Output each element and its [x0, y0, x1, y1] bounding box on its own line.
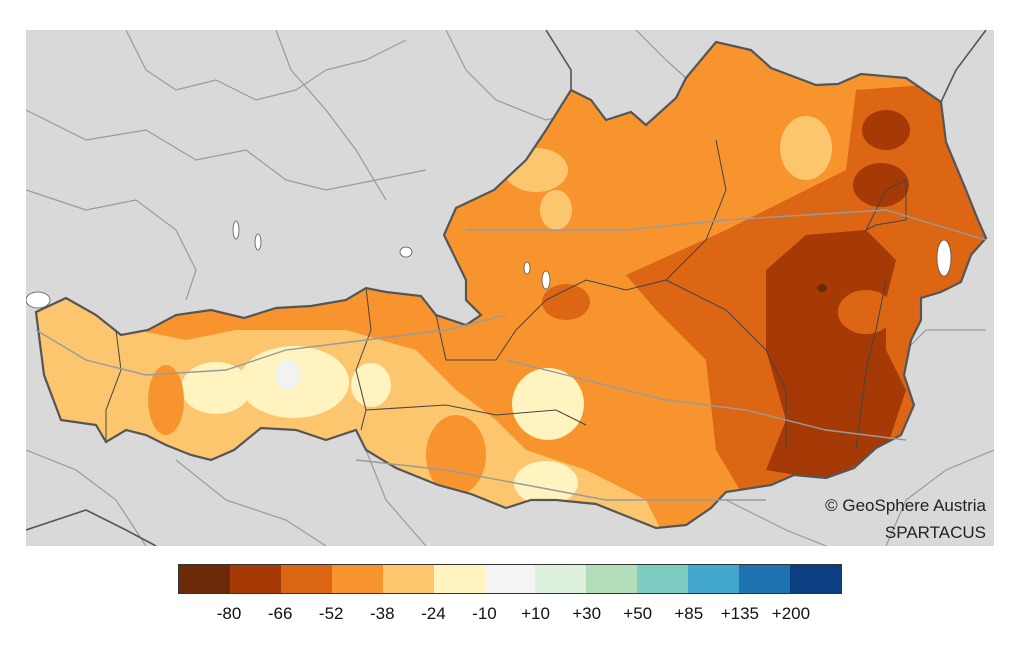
- background-line: [275, 30, 387, 201]
- legend-label: +30: [572, 604, 602, 623]
- background-line: [545, 30, 572, 90]
- background-line: [26, 509, 157, 546]
- border-vienna: [864, 179, 907, 232]
- legend-label: +10: [521, 604, 550, 623]
- river-mur: [505, 359, 907, 441]
- background-line: [175, 459, 327, 546]
- zone-grossglockner: [275, 360, 301, 390]
- background-line: [885, 449, 994, 546]
- background-line: [905, 329, 986, 351]
- legend-swatch: [179, 565, 230, 593]
- legend-label: -24: [421, 604, 446, 623]
- legend-swatch: [688, 565, 740, 593]
- lakes: [26, 220, 952, 309]
- legend-label: -66: [267, 604, 293, 623]
- zone-oetztal: [148, 365, 184, 435]
- lake-constance: [26, 291, 51, 309]
- river-danube: [466, 209, 987, 241]
- border-burgenland: [855, 279, 887, 451]
- legend-label: -38: [370, 604, 395, 623]
- legend-swatch: [637, 565, 689, 593]
- legend-label: -52: [318, 604, 344, 623]
- legend-label: -10: [472, 604, 497, 623]
- credit-spartacus: SPARTACUS: [884, 523, 986, 542]
- zone-innviertel: [504, 148, 568, 192]
- river-drau: [355, 459, 766, 501]
- background-line: [725, 499, 827, 546]
- border-styria-east: [665, 279, 787, 450]
- legend-label: +135: [720, 604, 759, 623]
- legend-swatch: [586, 565, 638, 593]
- border-carinthia-north: [365, 404, 587, 426]
- lake-neusiedl: [936, 239, 952, 277]
- state-borders: [105, 139, 907, 451]
- legend-label: -80: [216, 604, 242, 623]
- background-line: [635, 30, 687, 79]
- background-line: [26, 109, 427, 191]
- zone-tirol-light: [181, 362, 251, 414]
- zone-burgenland-orange: [838, 290, 894, 334]
- legend-swatch: [790, 565, 841, 593]
- zone-extreme-dry-spot: [817, 284, 827, 292]
- lake-starnberg: [254, 233, 262, 251]
- legend-swatch: [229, 565, 281, 593]
- legend-swatch: [433, 565, 485, 593]
- rivers-and-borders-background: [26, 30, 994, 546]
- legend-swatch: [382, 565, 434, 593]
- credit-geosphere: © GeoSphere Austria: [825, 496, 986, 515]
- zone-northeast-brown: [862, 110, 910, 150]
- lake-attersee: [523, 261, 531, 275]
- zone-carinthia-light: [514, 461, 578, 505]
- precipitation-anomaly-map: [26, 30, 994, 546]
- river-inn: [35, 314, 507, 376]
- rivers: [35, 209, 987, 501]
- border-tirol-salzburg: [355, 287, 372, 431]
- lake-chiemsee: [399, 246, 413, 258]
- legend-label: +200: [771, 604, 811, 623]
- zone-salzkammergut: [542, 284, 590, 320]
- legend-swatch: [331, 565, 383, 593]
- zone-muehlviertel: [540, 190, 572, 230]
- zone-salzburg-light: [351, 363, 391, 407]
- legend-swatch: [739, 565, 791, 593]
- legend-color-bar: [178, 564, 842, 594]
- lake-ammersee: [232, 220, 240, 240]
- austria-anomaly-fill: [36, 42, 986, 528]
- background-line: [940, 30, 987, 103]
- border-vorarlberg-tirol: [105, 329, 122, 440]
- background-line: [365, 449, 427, 546]
- legend-label: +85: [674, 604, 704, 623]
- legend-swatch: [484, 565, 536, 593]
- background-line: [26, 189, 197, 301]
- lake-traunsee: [541, 270, 551, 290]
- border-salzburg-upper-austria: [435, 299, 547, 361]
- legend-swatch: [535, 565, 587, 593]
- background-line: [125, 30, 407, 101]
- map-panel: © GeoSphere Austria SPARTACUS: [26, 30, 994, 546]
- zone-waldviertel: [780, 116, 832, 180]
- zone-styria-light: [512, 368, 584, 440]
- legend-label: +50: [623, 604, 653, 623]
- color-legend: -80 -66 -52 -38 -24 -10 +10 +30 +50 +85 +135 +200: [178, 564, 842, 630]
- zone-weinviertel-brown: [853, 163, 909, 207]
- legend-swatch: [280, 565, 332, 593]
- background-line: [26, 449, 147, 546]
